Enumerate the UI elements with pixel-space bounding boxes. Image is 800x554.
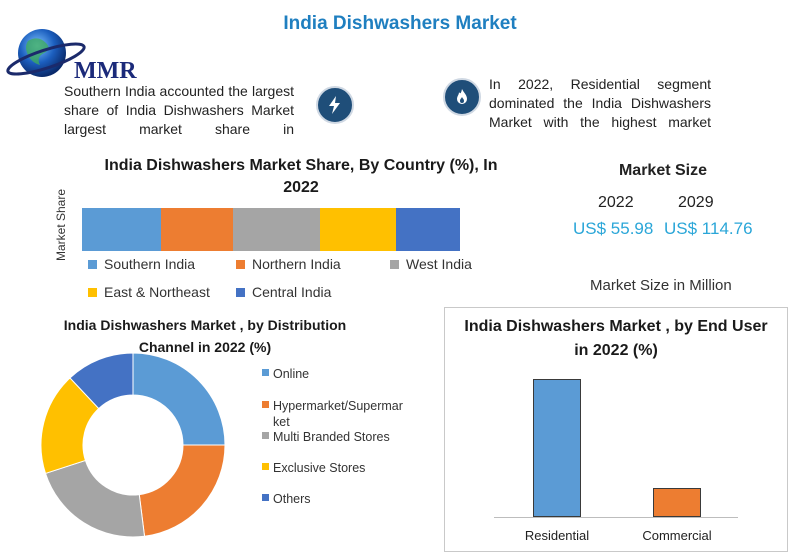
lightning-icon — [316, 86, 354, 124]
legend-swatch — [236, 287, 245, 297]
legend-label: Others — [273, 492, 311, 506]
intro-right-text: In 2022, Residential segment dominated t… — [489, 76, 711, 130]
market-size-title: Market Size — [618, 162, 708, 179]
bar-segment-central-india — [395, 208, 460, 251]
distribution-donut-chart — [40, 352, 226, 538]
market-share-stacked-bar — [82, 208, 460, 251]
x-tick-label-residential: Residential — [524, 528, 590, 543]
end-user-x-axis — [494, 517, 738, 518]
end-user-chart-title: India Dishwashers Market , by End User i… — [464, 318, 768, 359]
legend-swatch — [88, 259, 97, 269]
legend-label: Southern India — [104, 256, 196, 272]
donut-slice-others — [69, 352, 134, 410]
market-size-value-2022: US$ 55.98 — [573, 219, 654, 238]
market-size-year-2022: 2022 — [598, 194, 634, 211]
legend-item-southern-india: Southern India — [88, 256, 195, 272]
legend-label: Central India — [252, 284, 332, 300]
legend-item-multi-branded-stores: Multi Branded Stores — [262, 429, 411, 445]
donut-slice-hypermarket-supermar-ket — [138, 444, 226, 537]
svg-text:MMR: MMR — [74, 58, 137, 84]
bar-segment-northern-india — [161, 208, 234, 251]
x-tick-label-commercial: Commercial — [642, 528, 712, 543]
legend-swatch — [262, 401, 269, 408]
legend-label: Hypermarket/Supermar ket — [273, 399, 403, 429]
legend-swatch — [88, 287, 97, 297]
legend-swatch — [262, 494, 269, 501]
donut-slice-multi-branded-stores — [44, 459, 146, 538]
mmr-logo: MMR — [6, 29, 137, 84]
legend-swatch — [262, 432, 269, 439]
flame-icon — [443, 78, 481, 116]
bar-segment-southern-india — [82, 208, 162, 251]
intro-left-text: Southern India accounted the largest sha… — [64, 83, 294, 137]
legend-swatch — [390, 259, 399, 269]
market-share-chart-title: India Dishwashers Market Share, By Count… — [104, 157, 498, 196]
legend-item-east-northeast: East & Northeast — [88, 284, 210, 300]
legend-label: Multi Branded Stores — [273, 430, 390, 444]
bar-segment-east-northeast — [320, 208, 396, 251]
legend-item-others: Others — [262, 491, 411, 507]
end-user-chart-panel — [444, 307, 788, 552]
donut-slice-online — [132, 352, 226, 446]
bar-commercial — [653, 487, 701, 517]
legend-item-west-india: West India — [390, 256, 472, 272]
distribution-chart-title: India Dishwashers Market , by Distributi… — [63, 317, 347, 355]
legend-swatch — [262, 463, 269, 470]
bar-residential — [533, 379, 581, 517]
legend-label: Northern India — [252, 256, 341, 272]
market-size-year-2029: 2029 — [678, 194, 714, 211]
legend-item-online: Online — [262, 366, 411, 382]
legend-label: Online — [273, 367, 310, 381]
legend-item-northern-india: Northern India — [236, 256, 341, 272]
legend-item-hypermarket-supermar-ket: Hypermarket/Supermar ket — [262, 398, 411, 430]
market-size-note: Market Size in Million — [590, 277, 732, 294]
market-size-value-2029: US$ 114.76 — [664, 219, 753, 238]
market-share-y-axis-label: Market Share — [54, 188, 68, 262]
page-title: India Dishwashers Market — [283, 13, 517, 34]
bar-segment-west-india — [233, 208, 321, 251]
legend-label: West India — [406, 256, 472, 272]
legend-swatch — [262, 369, 269, 376]
legend-label: Exclusive Stores — [273, 461, 366, 475]
legend-label: East & Northeast — [104, 284, 210, 300]
legend-item-exclusive-stores: Exclusive Stores — [262, 460, 411, 476]
legend-item-central-india: Central India — [236, 284, 331, 300]
legend-swatch — [236, 259, 245, 269]
